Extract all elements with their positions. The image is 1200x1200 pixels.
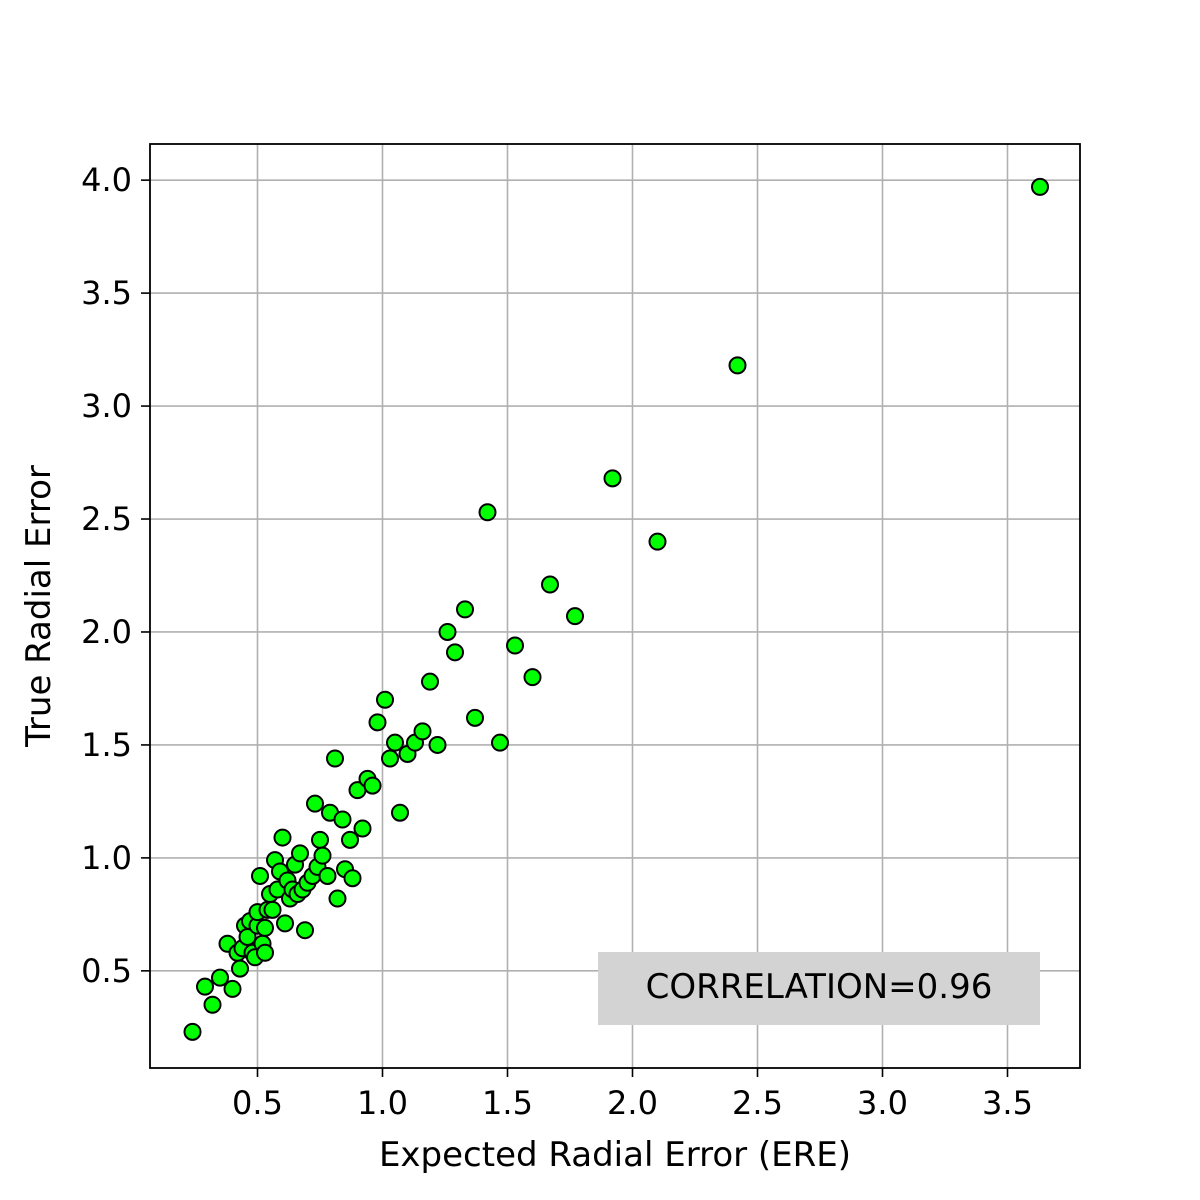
data-point [311,830,329,849]
data-point [446,643,464,662]
data-point [421,672,439,691]
y-tick-label: 0.5 [81,952,132,990]
data-point [363,776,382,795]
data-point [353,819,372,838]
x-tick-label: 1.0 [357,1084,408,1122]
data-point [273,828,292,847]
data-point [391,803,409,822]
data-point [343,869,362,888]
data-point [428,735,447,754]
data-point [223,979,242,998]
x-tick-label: 3.0 [857,1084,908,1122]
annotation-box [598,952,1040,1025]
data-point [183,1022,202,1041]
y-tick-label: 4.0 [81,161,132,199]
data-point [276,914,294,933]
data-point [386,733,404,752]
data-point [541,575,559,594]
data-points [183,177,1049,1041]
y-tick-label: 1.0 [81,839,132,877]
data-point [256,943,274,962]
data-point [256,918,274,937]
y-tick-label: 2.5 [81,500,132,538]
data-point [296,921,314,940]
data-point [456,600,474,619]
data-point [466,708,484,727]
x-tick-label: 0.5 [232,1084,283,1122]
grid-lines [150,144,1080,1068]
data-point [263,900,282,919]
data-point [291,844,309,863]
data-point [313,846,332,865]
data-point [328,889,347,908]
correlation-annotation: CORRELATION=0.96 [598,952,1040,1025]
data-point [478,503,497,522]
y-tick-label: 3.0 [81,387,132,425]
y-tick-label: 3.5 [81,274,132,312]
plot-frame [149,143,1081,1069]
data-point [381,749,399,768]
data-point [1031,177,1049,196]
data-point [306,794,324,813]
data-point [523,668,542,687]
y-tick-label: 2.0 [81,613,132,651]
data-point [231,959,249,978]
data-point [368,713,387,732]
annotation-text: CORRELATION=0.96 [646,967,993,1007]
data-point [376,690,394,709]
data-point [491,733,509,752]
data-point [566,607,584,626]
x-tick-label: 2.5 [732,1084,783,1122]
data-point [196,977,214,996]
data-point [413,722,432,741]
data-point [728,356,747,375]
axis-ticks: 0.5 1.0 1.5 2.0 2.5 3.0 3.5 0.5 1.0 1.5 2.0 2.5 3.0 3… [81,161,1033,1122]
data-point [326,749,344,768]
data-point [318,866,337,885]
data-point [506,636,524,655]
data-point [211,968,229,987]
data-point [203,995,222,1014]
data-point [648,532,667,551]
x-axis-label: Expected Radial Error (ERE) [379,1135,851,1175]
x-tick-label: 2.0 [607,1084,658,1122]
y-axis-label: True Radial Error [19,465,59,748]
x-tick-label: 3.5 [982,1084,1033,1122]
x-tick-label: 1.5 [482,1084,533,1122]
data-point [251,866,269,885]
data-point [438,622,457,641]
data-point [333,810,352,829]
data-point [341,830,359,849]
data-point [603,469,622,488]
y-tick-label: 1.5 [81,726,132,764]
